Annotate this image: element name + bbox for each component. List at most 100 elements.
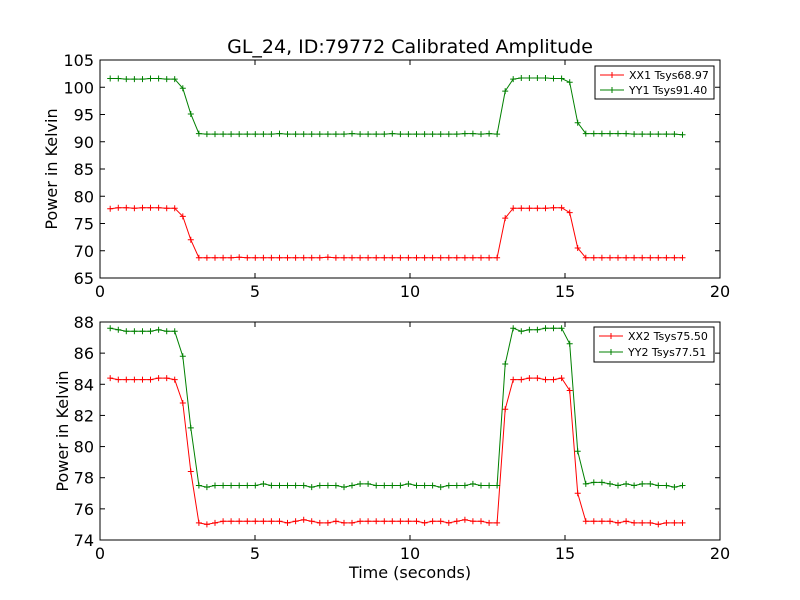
- top-y-tick-label-3: 80: [74, 187, 94, 206]
- top-series-0-point-12: [203, 254, 210, 261]
- top-series-1-point-53: [534, 75, 541, 81]
- top-series-layer: [107, 75, 686, 261]
- top-series-0-point-35: [389, 254, 396, 261]
- top-series-1-point-51: [518, 75, 525, 81]
- top-series-1-point-6: [155, 75, 162, 82]
- bottom-series-0-point-32: [365, 518, 372, 525]
- bottom-series-0-point-12: [203, 521, 210, 528]
- top-legend-marker-yy1: [609, 87, 615, 93]
- bottom-series-1-point-53: [534, 326, 541, 333]
- bottom-series-0-point-3: [131, 376, 138, 383]
- bottom-series-0-point-20: [268, 518, 275, 525]
- bottom-series-1-point-61: [598, 479, 605, 486]
- top-series-1-point-12: [203, 131, 210, 138]
- top-series-1-point-24: [300, 131, 307, 138]
- top-x-tick-label-0: 0: [95, 282, 105, 301]
- top-series-0-point-34: [381, 254, 388, 261]
- bottom-series-1-point-7: [163, 328, 170, 335]
- top-series-1-point-64: [623, 130, 630, 137]
- top-legend-box: [594, 65, 715, 100]
- top-series-0-point-62: [607, 254, 613, 261]
- bottom-series-0-point-71: [679, 519, 686, 526]
- bottom-series-0-point-36: [397, 518, 404, 525]
- bottom-series-1-point-34: [381, 482, 388, 489]
- bottom-series-0-point-19: [260, 518, 267, 525]
- top-series-1-point-47: [486, 130, 493, 137]
- bottom-series-1-point-64: [623, 480, 630, 487]
- bottom-series-1-point-33: [373, 482, 380, 489]
- top-series-0-point-10: [187, 236, 194, 243]
- bottom-series-1-point-54: [542, 325, 549, 332]
- bottom-series-0-point-13: [212, 519, 218, 526]
- bottom-series-0-point-7: [163, 375, 170, 382]
- top-series-0-point-3: [131, 205, 138, 212]
- bottom-series-1-point-65: [631, 482, 638, 489]
- bottom-y-tick-label-3: 80: [74, 438, 94, 457]
- top-legend-label-yy1: YY1 Tsys91.40: [628, 84, 707, 97]
- top-series-0-point-47: [486, 254, 493, 261]
- bottom-series-0-point-30: [349, 519, 355, 526]
- top-series-0-point-61: [598, 254, 605, 261]
- bottom-series-1-point-23: [292, 482, 299, 489]
- bottom-series-1-point-18: [252, 482, 259, 489]
- bottom-series-0-point-54: [542, 376, 549, 383]
- bottom-series-0-point-67: [647, 519, 654, 526]
- top-series-0-point-7: [163, 205, 170, 212]
- bottom-series-layer: [107, 325, 686, 528]
- top-series-1-point-42: [445, 131, 452, 138]
- bottom-x-tick-label-3: 15: [555, 544, 575, 563]
- bottom-series-1-point-37: [405, 480, 412, 487]
- top-legend-label-xx1: XX1 Tsys68.97: [629, 69, 709, 82]
- top-series-1-point-14: [220, 131, 227, 138]
- top-series-1-point-0: [107, 75, 114, 82]
- top-series-1-point-10: [187, 111, 194, 117]
- top-series-1-point-67: [647, 131, 654, 138]
- top-series-1-point-21: [276, 130, 283, 137]
- top-series-0-point-32: [365, 254, 372, 261]
- top-legend-marker-xx1: [609, 72, 615, 78]
- bottom-series-0-point-15: [228, 518, 235, 525]
- bottom-series-1-point-62: [607, 480, 613, 487]
- top-series-1-point-48: [494, 131, 501, 138]
- top-series-1-point-3: [131, 76, 138, 83]
- top-series-0-point-15: [228, 254, 235, 261]
- bottom-series-1-point-5: [147, 328, 154, 335]
- bottom-series-0-point-8: [171, 376, 178, 383]
- bottom-series-1-point-27: [324, 482, 331, 489]
- bottom-series-1-point-35: [389, 482, 396, 489]
- bottom-series-0-point-52: [526, 375, 533, 382]
- bottom-panel: Time (seconds) Power in Kelvin 0 5 10 15 20 …: [53, 313, 730, 582]
- bottom-series-1-point-58: [574, 448, 581, 455]
- bottom-series-0-point-70: [671, 519, 678, 526]
- top-series-1-point-43: [453, 131, 460, 138]
- top-series-0-point-6: [155, 204, 162, 211]
- bottom-series-0-point-50: [510, 376, 517, 383]
- bottom-series-1-point-26: [316, 482, 323, 489]
- top-series-1-point-55: [550, 75, 557, 82]
- bottom-legend-label-xx2: XX2 Tsys75.50: [628, 330, 708, 343]
- bottom-series-1-point-31: [357, 480, 364, 487]
- top-series-line-0: [110, 207, 683, 259]
- bottom-y-tick-label-0: 74: [74, 531, 94, 550]
- bottom-x-tick-label-1: 5: [250, 544, 260, 563]
- bottom-y-tick-label-7: 88: [74, 313, 94, 332]
- bottom-series-1-point-39: [421, 482, 428, 489]
- bottom-series-0-point-34: [381, 518, 388, 525]
- top-series-0-point-5: [147, 204, 154, 211]
- bottom-series-0-point-29: [341, 519, 347, 526]
- bottom-series-0-point-56: [558, 375, 565, 382]
- bottom-series-0-point-11: [195, 519, 202, 526]
- top-series-1-point-60: [590, 130, 597, 137]
- top-series-0-point-1: [115, 204, 122, 211]
- bottom-series-0-point-18: [252, 518, 259, 525]
- bottom-y-tick-label-4: 82: [74, 406, 94, 425]
- top-series-0-point-25: [308, 254, 315, 261]
- bottom-series-1-point-51: [518, 328, 525, 335]
- top-series-1-point-31: [357, 131, 364, 138]
- bottom-x-axis-label: Time (seconds): [348, 563, 471, 582]
- top-x-tick-label-3: 15: [555, 282, 575, 301]
- top-series-0-point-52: [526, 205, 533, 212]
- bottom-legend-label-yy2: YY2 Tsys77.51: [627, 346, 706, 359]
- bottom-series-1-point-71: [679, 482, 686, 489]
- top-series-0-point-19: [260, 254, 267, 261]
